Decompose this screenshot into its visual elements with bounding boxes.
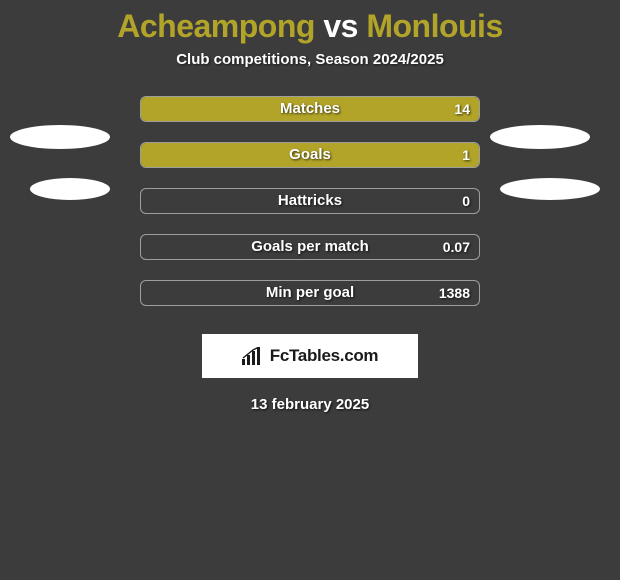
stat-bar [140, 96, 480, 122]
stat-bar-fill [141, 97, 479, 121]
vs-text: vs [323, 8, 358, 44]
stat-row: Hattricks0 [0, 188, 620, 234]
player2-name: Monlouis [366, 8, 502, 44]
stat-bar [140, 142, 480, 168]
chart-icon [242, 347, 264, 365]
stat-rows: Matches14Goals1Hattricks0Goals per match… [0, 96, 620, 326]
player1-name: Acheampong [117, 8, 315, 44]
stat-bar [140, 188, 480, 214]
comparison-title: Acheampong vs Monlouis [0, 8, 620, 45]
stat-row: Goals per match0.07 [0, 234, 620, 280]
stat-bar [140, 280, 480, 306]
stat-bar-fill [141, 143, 479, 167]
subtitle: Club competitions, Season 2024/2025 [0, 51, 620, 68]
stat-row: Matches14 [0, 96, 620, 142]
date-text: 13 february 2025 [0, 396, 620, 413]
logo-box: FcTables.com [202, 334, 418, 378]
infographic-container: Acheampong vs Monlouis Club competitions… [0, 0, 620, 580]
stat-bar [140, 234, 480, 260]
stat-row: Goals1 [0, 142, 620, 188]
logo-text: FcTables.com [270, 346, 379, 366]
stat-row: Min per goal1388 [0, 280, 620, 326]
